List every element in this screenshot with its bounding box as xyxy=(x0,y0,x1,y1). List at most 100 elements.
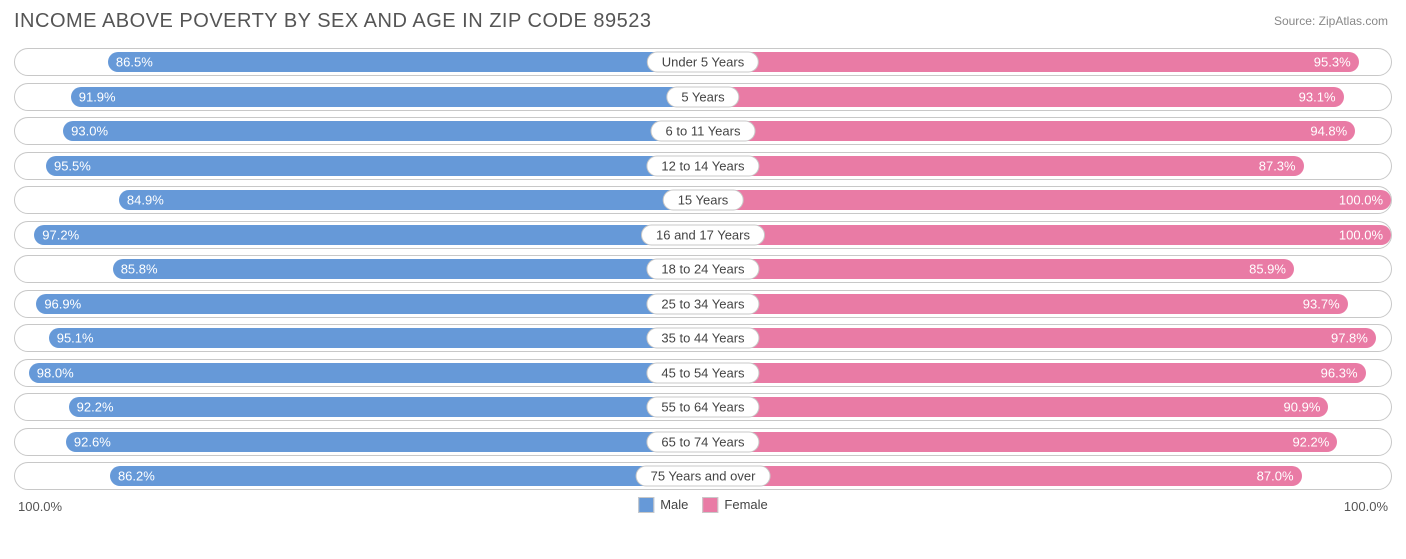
female-half: 100.0% xyxy=(703,222,1391,248)
chart-row: 97.2%100.0%16 and 17 Years xyxy=(14,221,1392,249)
female-half: 95.3% xyxy=(703,49,1391,75)
male-half: 92.6% xyxy=(15,429,703,455)
male-bar: 96.9% xyxy=(36,294,703,314)
male-bar: 97.2% xyxy=(34,225,703,245)
male-half: 91.9% xyxy=(15,84,703,110)
legend: Male Female xyxy=(638,497,768,513)
category-label: 25 to 34 Years xyxy=(646,293,759,314)
chart-row: 93.0%94.8%6 to 11 Years xyxy=(14,117,1392,145)
female-value-label: 90.9% xyxy=(1284,400,1321,415)
male-bar: 86.5% xyxy=(108,52,703,72)
chart-row: 92.6% 92.2% 65 to 74 Years xyxy=(14,428,1392,456)
female-bar: 95.3% xyxy=(703,52,1359,72)
male-value-label: 95.1% xyxy=(57,331,94,346)
female-bar: 92.2% xyxy=(703,432,1337,452)
male-half: 86.2% xyxy=(15,463,703,489)
male-swatch xyxy=(638,497,654,513)
female-bar: 85.9% xyxy=(703,259,1294,279)
male-value-label: 91.9% xyxy=(79,89,116,104)
chart-row: 86.2% 87.0% 75 Years and over xyxy=(14,462,1392,490)
female-swatch xyxy=(702,497,718,513)
female-value-label: 100.0% xyxy=(1339,193,1383,208)
male-bar: 92.2% xyxy=(69,397,703,417)
female-half: 100.0% xyxy=(703,187,1391,213)
male-value-label: 86.2% xyxy=(118,469,155,484)
category-label: 35 to 44 Years xyxy=(646,328,759,349)
chart-row: 84.9% 100.0% 15 Years xyxy=(14,186,1392,214)
male-bar: 92.6% xyxy=(66,432,703,452)
female-bar: 97.8% xyxy=(703,328,1376,348)
female-bar: 90.9% xyxy=(703,397,1328,417)
female-value-label: 87.0% xyxy=(1257,469,1294,484)
male-bar: 95.5% xyxy=(46,156,703,176)
male-half: 95.1% xyxy=(15,325,703,351)
female-value-label: 92.2% xyxy=(1292,434,1329,449)
male-half: 96.9% xyxy=(15,291,703,317)
chart-row: 92.2% 90.9% 55 to 64 Years xyxy=(14,393,1392,421)
female-value-label: 100.0% xyxy=(1339,227,1383,242)
chart-title: INCOME ABOVE POVERTY BY SEX AND AGE IN Z… xyxy=(14,10,651,33)
male-half: 86.5% xyxy=(15,49,703,75)
axis-left-label: 100.0% xyxy=(18,499,62,514)
female-bar: 93.1% xyxy=(703,87,1344,107)
chart-row: 85.8% 85.9% 18 to 24 Years xyxy=(14,255,1392,283)
category-label: 65 to 74 Years xyxy=(646,431,759,452)
male-half: 93.0% xyxy=(15,118,703,144)
axis-right-label: 100.0% xyxy=(1344,499,1388,514)
female-bar: 96.3% xyxy=(703,363,1366,383)
male-half: 97.2% xyxy=(15,222,703,248)
female-value-label: 96.3% xyxy=(1321,365,1358,380)
category-label: 75 Years and over xyxy=(636,466,771,487)
category-label: 45 to 54 Years xyxy=(646,362,759,383)
chart-row: 91.9%93.1%5 Years xyxy=(14,83,1392,111)
chart-container: INCOME ABOVE POVERTY BY SEX AND AGE IN Z… xyxy=(0,0,1406,559)
category-label: 15 Years xyxy=(663,190,744,211)
male-value-label: 96.9% xyxy=(44,296,81,311)
male-bar: 85.8% xyxy=(113,259,703,279)
chart-area: 86.5%95.3%Under 5 Years91.9%93.1%5 Years… xyxy=(14,48,1392,521)
male-value-label: 95.5% xyxy=(54,158,91,173)
female-value-label: 87.3% xyxy=(1259,158,1296,173)
female-value-label: 85.9% xyxy=(1249,262,1286,277)
male-bar: 95.1% xyxy=(49,328,703,348)
male-half: 92.2% xyxy=(15,394,703,420)
axis-row: 100.0% 100.0% Male Female xyxy=(14,497,1392,521)
legend-male-label: Male xyxy=(660,497,688,512)
female-value-label: 94.8% xyxy=(1310,124,1347,139)
male-value-label: 85.8% xyxy=(121,262,158,277)
male-value-label: 93.0% xyxy=(71,124,108,139)
female-half: 92.2% xyxy=(703,429,1391,455)
female-half: 93.1% xyxy=(703,84,1391,110)
male-value-label: 84.9% xyxy=(127,193,164,208)
chart-row: 96.9% 93.7%25 to 34 Years xyxy=(14,290,1392,318)
chart-row: 95.5%87.3%12 to 14 Years xyxy=(14,152,1392,180)
female-value-label: 95.3% xyxy=(1314,55,1351,70)
male-half: 95.5% xyxy=(15,153,703,179)
male-bar: 98.0% xyxy=(29,363,703,383)
male-value-label: 92.2% xyxy=(77,400,114,415)
female-bar: 94.8% xyxy=(703,121,1355,141)
male-bar: 84.9% xyxy=(119,190,703,210)
female-bar: 87.0% xyxy=(703,466,1302,486)
male-half: 98.0% xyxy=(15,360,703,386)
female-bar: 87.3% xyxy=(703,156,1304,176)
male-value-label: 92.6% xyxy=(74,434,111,449)
female-half: 87.0% xyxy=(703,463,1391,489)
female-bar: 93.7% xyxy=(703,294,1348,314)
female-bar: 100.0% xyxy=(703,225,1391,245)
chart-row: 98.0% 96.3% 45 to 54 Years xyxy=(14,359,1392,387)
female-value-label: 93.1% xyxy=(1299,89,1336,104)
legend-female-label: Female xyxy=(724,497,767,512)
female-half: 87.3% xyxy=(703,153,1391,179)
male-half: 84.9% xyxy=(15,187,703,213)
chart-row: 95.1% 97.8% 35 to 44 Years xyxy=(14,324,1392,352)
female-half: 97.8% xyxy=(703,325,1391,351)
female-half: 96.3% xyxy=(703,360,1391,386)
category-label: 18 to 24 Years xyxy=(646,259,759,280)
chart-row: 86.5% 95.3% Under 5 Years xyxy=(14,48,1392,76)
category-label: 55 to 64 Years xyxy=(646,397,759,418)
female-value-label: 97.8% xyxy=(1331,331,1368,346)
category-label: Under 5 Years xyxy=(647,52,759,73)
male-value-label: 86.5% xyxy=(116,55,153,70)
male-bar: 93.0% xyxy=(63,121,703,141)
